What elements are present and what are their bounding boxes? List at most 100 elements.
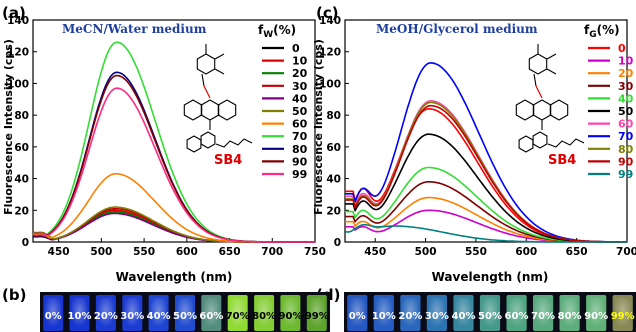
panel-c-y-tick-label: 140 <box>319 15 341 27</box>
molecule-vinyl-bond <box>535 85 543 99</box>
panel-a-legend-label-30: 30 <box>292 80 308 93</box>
molecule-ring <box>200 131 216 149</box>
panel-d-vial-highlight <box>508 298 525 326</box>
panel-c-y-tick-label: 40 <box>326 174 341 186</box>
panel-d-vial-highlight <box>614 298 631 326</box>
molecule-ring <box>183 99 203 121</box>
panel-a-medium-label: MeCN/Water medium <box>62 22 207 36</box>
panel-c-x-tick-label: 700 <box>616 246 636 258</box>
panel-b-vial-highlight <box>256 298 272 326</box>
panel-d-vial-label: 90% <box>584 311 608 322</box>
panel-c-series-line-40 <box>345 166 627 243</box>
panel-c-legend-label-20: 20 <box>618 67 634 80</box>
panel-a-y-tick-label: 100 <box>7 78 29 90</box>
panel-b-vial-highlight <box>45 298 62 326</box>
panel-d-vial-highlight <box>402 298 419 326</box>
panel-d-vial-photo: 0% 10% 20% 30% 40% 50% 60% 70% 80% 90% 99% <box>344 292 636 332</box>
panel-b-vial-label: 50% <box>173 311 197 322</box>
panel-b-vial-label: 70% <box>226 311 250 322</box>
panel-c-x-tick-label: 500 <box>415 246 437 258</box>
panel-d-vial-label: 20% <box>398 311 422 322</box>
svg-text:fG(%): fG(%) <box>584 23 620 40</box>
panel-b-vial-label: 20% <box>94 311 118 322</box>
panel-c-y-tick-label: 0 <box>334 237 341 249</box>
panel-c-series-line-99 <box>345 223 627 243</box>
molecule-bond <box>546 53 557 60</box>
molecule-ring <box>196 53 216 75</box>
molecule-alkyl-chain <box>547 138 585 148</box>
panel-a-y-tick-label: 0 <box>22 237 29 249</box>
molecule-ring <box>518 135 534 153</box>
panel-d-vial-highlight <box>428 298 445 326</box>
panel-a-ylabel: Fluorescence Intensity (cps) <box>2 39 15 215</box>
panel-d-vial-highlight <box>455 298 472 326</box>
panel-d-vial-label: 0% <box>349 311 366 322</box>
panel-d-vial-highlight <box>482 298 498 326</box>
panel-d-vial-label: 80% <box>558 311 582 322</box>
panel-c-legend-label-60: 60 <box>618 118 634 131</box>
panel-c-y-tick-label: 120 <box>319 47 341 59</box>
panel-a-series-line-90 <box>32 74 315 243</box>
panel-a-x-tick-label: 650 <box>219 246 241 258</box>
panel-a-legend-label-0: 0 <box>292 42 300 55</box>
panel-b-label: (b) <box>2 286 26 304</box>
panel-c-x-tick-label: 650 <box>566 246 588 258</box>
panel-a-x-tick-label: 500 <box>90 246 112 258</box>
panel-a-compound-label: SB4 <box>214 153 242 168</box>
panel-b-vial-highlight <box>282 298 299 326</box>
panel-c-plot-frame <box>344 19 628 243</box>
panel-d-vial-highlight <box>588 298 605 326</box>
panel-c-compound-label: SB4 <box>548 153 576 168</box>
molecule-bond <box>546 68 557 75</box>
molecule-ring <box>528 53 548 75</box>
panel-a-series-line-50 <box>32 206 315 243</box>
panel-b-vial-label: 40% <box>147 311 171 322</box>
panel-a-plot-frame <box>32 19 316 243</box>
panel-b-vial-label: 60% <box>199 311 223 322</box>
panel-a-xlabel: Wavelength (nm) <box>116 270 233 284</box>
panel-a-series-line-99 <box>32 87 315 243</box>
panel-b-vial-highlight <box>98 298 114 326</box>
panel-a-x-tick-label: 750 <box>304 246 326 258</box>
panel-d-vial-highlight <box>349 298 366 326</box>
panel-a-legend-label-99: 99 <box>292 168 307 181</box>
panel-b-vial-label: 10% <box>68 311 92 322</box>
panel-c-x-tick-label: 600 <box>515 246 537 258</box>
panel-c-legend-label-80: 80 <box>618 143 634 156</box>
panel-c-legend-label-10: 10 <box>618 55 634 68</box>
panel-b-vial-label: 0% <box>45 311 62 322</box>
molecule-vinyl-bond <box>203 85 211 99</box>
molecule-bond <box>201 73 205 87</box>
panel-a-label: (a) <box>2 4 26 22</box>
panel-b-vial-highlight <box>203 298 220 326</box>
panel-d-vial-highlight <box>561 298 578 326</box>
panel-a-legend-label-60: 60 <box>292 118 308 131</box>
panel-a-y-tick-label: 80 <box>14 110 29 122</box>
panel-a-y-tick-label: 120 <box>7 47 29 59</box>
panel-a-molecule-structure <box>183 44 253 153</box>
panel-b-vial-highlight <box>150 298 167 326</box>
panel-c-legend-title: fG(%) <box>584 23 620 40</box>
panel-c-chart: (c) MeOH/Glycerol medium Fluorescence In… <box>312 4 636 284</box>
panel-c-x-tick-label: 550 <box>465 246 487 258</box>
panel-d-vial-label: 30% <box>425 311 449 322</box>
panel-a-series-line-0 <box>32 211 315 243</box>
svg-text:fW(%): fW(%) <box>258 23 296 40</box>
panel-c-series-line-90 <box>345 104 627 243</box>
panel-a-x-tick-label: 700 <box>261 246 283 258</box>
panel-c-ylabel: Fluorescence Intensity (cps) <box>312 39 325 215</box>
panel-c-label: (c) <box>316 4 339 22</box>
panel-a-x-tick-label: 550 <box>133 246 155 258</box>
panel-a-series-line-10 <box>32 209 315 243</box>
panel-c-medium-label: MeOH/Glycerol medium <box>376 22 538 36</box>
panel-d-vial-label: 50% <box>478 311 502 322</box>
panel-b-vial-label: 30% <box>120 311 144 322</box>
panel-a-legend-label-90: 90 <box>292 155 308 168</box>
panel-c-legend-label-50: 50 <box>618 105 634 118</box>
panel-a-series-line-40 <box>32 212 315 243</box>
panel-c-legend-label-0: 0 <box>618 42 626 55</box>
panel-a-legend-label-50: 50 <box>292 105 308 118</box>
panel-b-vial-highlight <box>229 298 246 326</box>
panel-a-legend-label-40: 40 <box>292 92 308 105</box>
